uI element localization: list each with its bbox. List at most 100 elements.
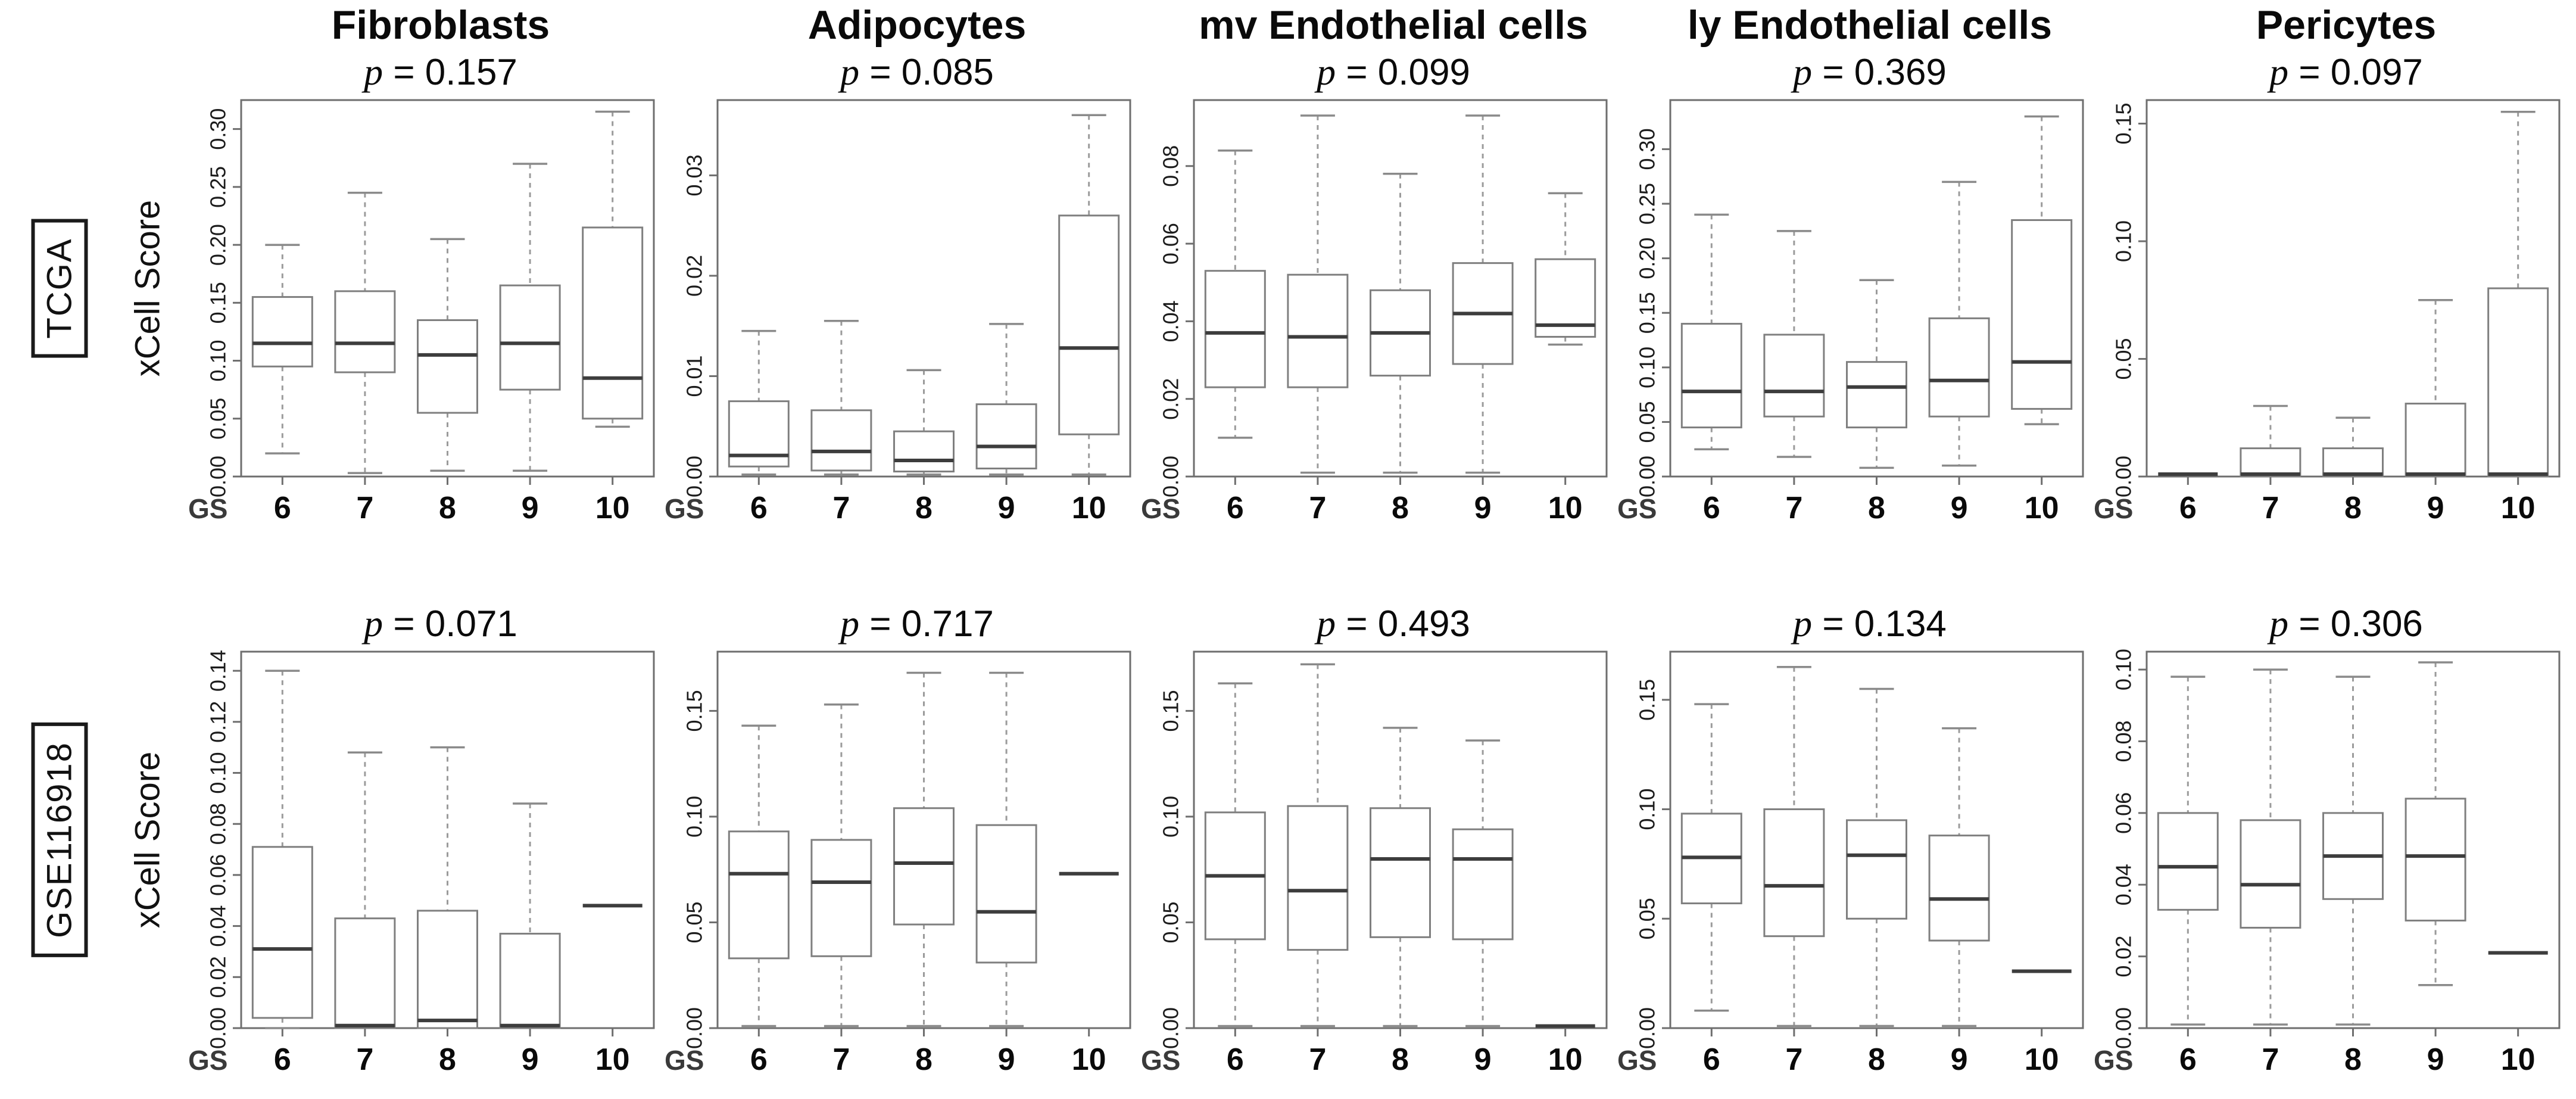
y-tick-label: 0.10 xyxy=(206,340,230,381)
p-value-label: p = 0.369 xyxy=(1793,51,1947,93)
y-tick-label: 0.10 xyxy=(206,752,230,793)
p-symbol: p xyxy=(1317,602,1336,645)
box-iqr xyxy=(893,807,955,926)
y-tick-label: 0.15 xyxy=(1635,679,1660,721)
x-tick-label: 6 xyxy=(2179,491,2197,525)
y-tick-label: 0.25 xyxy=(1635,183,1660,225)
y-tick-label: 0.05 xyxy=(1635,401,1660,443)
box-iqr xyxy=(893,430,955,473)
x-tick-label: 10 xyxy=(1548,491,1583,525)
x-tick-label: 6 xyxy=(750,491,768,525)
boxplot-panel: Fibroblasts p = 0.157 0.00 0.05 0.10 0.15 0.20… xyxy=(185,0,661,547)
x-tick-label: 9 xyxy=(1474,491,1492,525)
panel-title: Adipocytes xyxy=(807,2,1027,48)
x-tick-label: 6 xyxy=(1703,491,1720,525)
panel-title: ly Endothelial cells xyxy=(1687,2,2053,48)
box-iqr xyxy=(728,830,790,960)
y-tick-label: 0.00 xyxy=(1159,456,1183,497)
gs-axis-label: GS xyxy=(665,493,704,524)
y-tick-label: 0.00 xyxy=(206,1007,230,1049)
x-tick-label: 8 xyxy=(1392,1042,1409,1077)
x-tick-label: 7 xyxy=(356,491,373,525)
y-tick-label: 0.05 xyxy=(2112,338,2136,379)
y-tick-label: 0.00 xyxy=(2112,456,2136,497)
gs-axis-label: GS xyxy=(2094,1045,2133,1076)
x-tick-label: 9 xyxy=(2427,1042,2444,1077)
y-tick-label: 0.10 xyxy=(1159,796,1183,838)
gs-axis-label: GS xyxy=(188,1045,227,1076)
dataset-label: TCGA xyxy=(31,219,88,358)
p-value-label: p = 0.134 xyxy=(1793,602,1947,645)
p-symbol: p xyxy=(1793,602,1813,645)
x-tick-label: 10 xyxy=(1072,491,1106,525)
panel-title: Fibroblasts xyxy=(331,2,550,48)
boxplot-panel: Pericytes p = 0.097 0.00 0.05 0.10 0.15 6 7 8 9 10… xyxy=(2090,0,2566,547)
x-tick-label: 8 xyxy=(1868,491,1885,525)
x-tick-label: 6 xyxy=(1703,1042,1720,1077)
x-tick-label: 9 xyxy=(2427,491,2444,525)
boxplot-svg: 0.00 0.05 0.10 0.15 6 7 8 9 10 GS xyxy=(1617,650,2084,1077)
box-iqr xyxy=(2240,819,2301,929)
p-value-label: p = 0.157 xyxy=(364,51,517,93)
p-symbol: p xyxy=(1317,51,1336,93)
box-iqr xyxy=(1928,835,1990,942)
box-iqr xyxy=(1204,270,1266,388)
x-tick-label: 7 xyxy=(1785,1042,1802,1077)
box-iqr xyxy=(1058,214,1120,435)
x-tick-label: 7 xyxy=(2262,1042,2279,1077)
y-tick-label: 0.30 xyxy=(1635,128,1660,170)
figure-row: TCGA xCell Score Fibroblasts p = 0.157 0.00 0… xyxy=(0,0,2576,547)
y-tick-label: 0.02 xyxy=(2112,936,2136,977)
p-value-label: p = 0.717 xyxy=(840,602,994,645)
box-iqr xyxy=(1680,323,1742,429)
boxplot-panel: .p = 0.0710.000.020.040.060.080.100.120.… xyxy=(185,547,661,1094)
y-tick-label: 0.00 xyxy=(1635,1007,1660,1049)
x-tick-label: 10 xyxy=(2025,1042,2059,1077)
p-value-label: p = 0.071 xyxy=(364,602,517,645)
box-iqr xyxy=(975,824,1037,964)
y-tick-label: 0.06 xyxy=(206,854,230,896)
y-tick-label: 0.08 xyxy=(1159,145,1183,187)
y-tick-label: 0.30 xyxy=(206,108,230,150)
box-iqr xyxy=(334,290,396,373)
x-tick-label: 6 xyxy=(274,491,291,525)
box-iqr xyxy=(2405,798,2466,921)
x-tick-label: 6 xyxy=(750,1042,768,1077)
panel-title: Pericytes xyxy=(2256,2,2437,48)
x-tick-label: 8 xyxy=(1868,1042,1885,1077)
y-tick-label: 0.02 xyxy=(682,255,707,297)
y-tick-label: 0.15 xyxy=(1159,690,1183,731)
y-tick-label: 0.14 xyxy=(206,650,230,692)
boxplot-panel: .p = 0.3060.000.020.040.060.080.10678910… xyxy=(2090,547,2566,1094)
boxplot-panel: Adipocytes p = 0.085 0.00 0.01 0.02 0.03 6 7 8 9 1… xyxy=(661,0,1137,547)
gs-axis-label: GS xyxy=(665,1045,704,1076)
y-tick-label: 0.10 xyxy=(2112,649,2136,690)
x-tick-label: 10 xyxy=(2501,491,2536,525)
y-tick-label: 0.15 xyxy=(206,282,230,323)
x-tick-label: 10 xyxy=(1548,1042,1583,1077)
box-iqr xyxy=(1370,807,1431,938)
boxplot-svg: 0.00 0.05 0.10 0.15 0.20 0.25 0.30 6 7 8 9 10 GS xyxy=(188,99,655,525)
box-iqr xyxy=(810,839,872,957)
y-tick-label: 0.04 xyxy=(1159,300,1183,342)
x-tick-label: 8 xyxy=(1392,491,1409,525)
y-tick-label: 0.02 xyxy=(1159,378,1183,420)
gs-axis-label: GS xyxy=(188,493,227,524)
x-tick-label: 7 xyxy=(356,1042,373,1077)
x-tick-label: 9 xyxy=(1951,1042,1968,1077)
p-value-label: p = 0.306 xyxy=(2269,602,2423,645)
x-tick-label: 7 xyxy=(832,1042,850,1077)
y-tick-label: 0.15 xyxy=(1635,292,1660,334)
box-iqr xyxy=(499,284,561,391)
p-symbol: p xyxy=(1793,51,1813,93)
boxplot-svg: 0.00 0.02 0.04 0.06 0.08 0.10 6 7 8 9 10 GS xyxy=(2094,649,2561,1077)
x-tick-label: 7 xyxy=(1785,491,1802,525)
box-iqr xyxy=(417,319,478,414)
x-tick-label: 6 xyxy=(274,1042,291,1077)
y-tick-label: 0.15 xyxy=(2112,102,2136,144)
x-tick-label: 8 xyxy=(2344,1042,2362,1077)
